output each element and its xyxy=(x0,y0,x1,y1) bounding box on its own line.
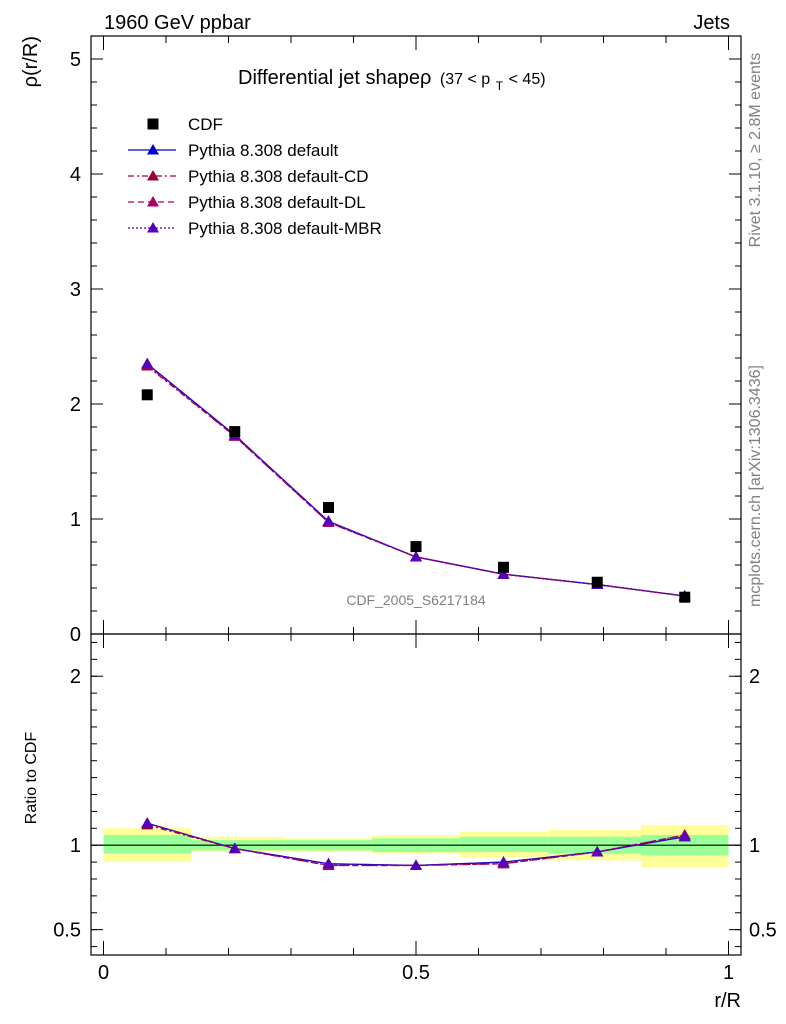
ratio-series-3-point xyxy=(322,857,335,869)
ratio-y-axis-label: Ratio to CDF xyxy=(23,732,40,825)
ratio-series-3-point xyxy=(410,859,422,870)
inner-band-bin xyxy=(103,835,191,854)
ratio-series-3-point xyxy=(141,817,154,828)
main-y-tick-label: 2 xyxy=(70,394,81,416)
cdf-data-point xyxy=(410,541,422,553)
main-data-marks xyxy=(141,357,691,603)
ratio-y-tick-label-right: 0.5 xyxy=(749,920,777,942)
plot-title-cut-subscript: T xyxy=(496,79,504,93)
plot-title: Differential jet shapeρ (37 < p T < 45) xyxy=(238,67,546,95)
analysis-id-watermark: CDF_2005_S6217184 xyxy=(346,592,486,608)
ratio-series-3-point xyxy=(497,856,510,867)
ratio-plot-frame xyxy=(90,633,742,956)
legend-cdf-marker xyxy=(147,118,159,130)
ratio-y-tick-label: 1 xyxy=(70,835,81,857)
main-y-tick-label: 1 xyxy=(70,509,81,531)
header-process-label: Jets xyxy=(693,12,730,34)
ratio-y-tick-label-right: 1 xyxy=(749,835,760,857)
main-series-3-point xyxy=(322,515,335,526)
main-y-tick-label: 5 xyxy=(70,49,81,71)
cdf-data-point xyxy=(229,426,241,438)
main-series-3-point xyxy=(497,568,510,579)
cdf-data-point xyxy=(679,591,691,603)
cdf-data-point xyxy=(141,389,153,401)
plot-title-main: Differential jet shapeρ xyxy=(238,67,431,89)
rivet-version-label: Rivet 3.1.10, ≥ 2.8M events xyxy=(747,53,764,248)
inner-band-bin xyxy=(459,836,548,852)
plot-title-cut-end: < 45) xyxy=(509,71,546,88)
ratio-uncertainty-bands xyxy=(103,824,729,868)
main-y-tick-label: 0 xyxy=(70,624,81,646)
ratio-series-3-point xyxy=(228,842,241,854)
legend-marker-0 xyxy=(147,144,159,155)
mcplots-reference-label: mcplots.cern.ch [arXiv:1306.3436] xyxy=(747,365,764,607)
ratio-series-3-point xyxy=(678,830,691,842)
x-tick-label: 0.5 xyxy=(402,962,430,984)
ratio-y-tick-label-right: 2 xyxy=(749,666,760,688)
ratio-y-tick-label: 2 xyxy=(70,666,81,688)
ratio-axes: 0.5 0.5 1 1 2 2 0 0.5 1 xyxy=(53,634,777,984)
main-series-3-point xyxy=(410,550,422,562)
legend-label-1: Pythia 8.308 default-CD xyxy=(188,167,369,186)
main-y-tick-label: 3 xyxy=(70,279,81,301)
main-series-line-1 xyxy=(146,365,685,597)
legend: CDF Pythia 8.308 default Pythia 8.308 defa… xyxy=(128,115,382,238)
x-tick-label: 1 xyxy=(723,962,734,984)
main-series-3-point xyxy=(141,357,154,369)
main-y-tick-label: 4 xyxy=(70,164,81,186)
ratio-y-tick-label: 0.5 xyxy=(53,920,81,942)
legend-marker-3 xyxy=(147,222,159,233)
legend-cdf-label: CDF xyxy=(188,115,223,134)
cdf-data-point xyxy=(323,502,334,513)
main-axes: 0 1 2 3 4 5 xyxy=(70,35,741,646)
x-axis-label: r/R xyxy=(714,990,741,1012)
cdf-data-point xyxy=(498,561,509,573)
legend-marker-2 xyxy=(147,196,159,207)
x-tick-label: 0 xyxy=(98,962,109,984)
plot-title-cut: (37 < p xyxy=(440,71,490,88)
ratio-data-marks xyxy=(141,817,691,870)
cdf-data-point xyxy=(591,576,603,588)
legend-label-2: Pythia 8.308 default-DL xyxy=(188,193,366,212)
legend-label-0: Pythia 8.308 default xyxy=(188,141,339,160)
header-energy-label: 1960 GeV ppbar xyxy=(104,12,251,34)
legend-marker-1 xyxy=(147,170,159,181)
main-y-axis-label: ρ(r/R) xyxy=(20,36,42,87)
legend-label-3: Pythia 8.308 default-MBR xyxy=(188,219,382,238)
ratio-series-3-point xyxy=(591,845,604,857)
